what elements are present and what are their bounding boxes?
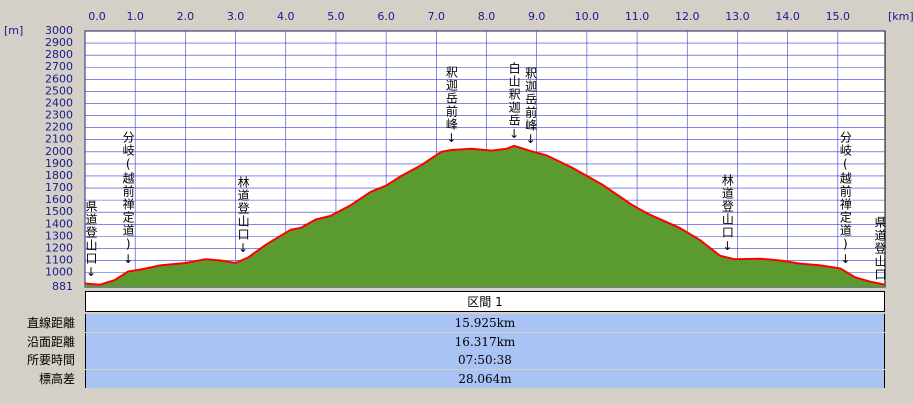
x-tick-label: 2.0: [177, 10, 195, 23]
row-value: 16.317km: [85, 332, 885, 351]
y-tick-label: 2300: [45, 109, 73, 122]
x-tick-label: 1.0: [126, 10, 144, 23]
y-tick-label: 2600: [45, 72, 73, 85]
y-tick-label: 2400: [45, 96, 73, 109]
y-tick-label: 2500: [45, 84, 73, 97]
annotation: 分岐(越前禅定道)↓: [121, 131, 136, 268]
x-unit: [km]: [888, 10, 914, 23]
y-tick-label: 1400: [45, 217, 73, 230]
y-tick-label: 2900: [45, 36, 73, 49]
row-label: 沿面距離: [26, 334, 75, 349]
row-value: 15.925km: [85, 314, 885, 332]
y-tick-label: 881: [52, 280, 73, 290]
annotation: 林道登山口↓: [236, 175, 251, 256]
y-tick-label: 1300: [45, 229, 73, 242]
annotation: 釈迦岳前峰↓: [523, 67, 538, 148]
annotation: 林道登山口↓: [720, 173, 735, 254]
chart: [m] [km] 881100011001200130014001500160017…: [4, 10, 914, 290]
x-tick-label: 6.0: [377, 10, 395, 23]
x-tick-label: 3.0: [227, 10, 245, 23]
annotation: 分岐(越前禅定道)↓: [838, 131, 853, 268]
x-tick-label: 4.0: [277, 10, 295, 23]
y-tick-label: 2200: [45, 121, 73, 134]
y-tick-label: 3000: [45, 24, 73, 37]
x-tick-label: 0.0: [88, 10, 106, 23]
annotation: 県道登山口↓: [84, 199, 98, 280]
x-tick-label: 5.0: [327, 10, 345, 23]
y-tick-label: 1500: [45, 205, 73, 218]
y-tick-label: 2000: [45, 145, 73, 158]
y-tick-label: 1900: [45, 157, 73, 170]
table-header: 区間 1: [85, 291, 885, 312]
y-tick-label: 1000: [45, 266, 73, 279]
x-tick-label: 13.0: [725, 10, 750, 23]
y-tick-label: 1200: [45, 241, 73, 254]
y-tick-label: 1800: [45, 169, 73, 182]
annotation: 県道登山口: [873, 215, 887, 281]
y-tick-label: 1700: [45, 181, 73, 194]
y-tick-label: 2700: [45, 60, 73, 73]
x-tick-label: 9.0: [528, 10, 546, 23]
annotation: 白山釈迦岳↓: [507, 61, 522, 142]
elevation-area: [85, 145, 885, 287]
y-tick-label: 1100: [45, 254, 73, 267]
row-value: 28.064m: [85, 369, 885, 388]
x-tick-label: 8.0: [478, 10, 496, 23]
row-label: 直線距離: [26, 316, 75, 330]
row-value: 07:50:38: [85, 351, 885, 369]
row-label: 標高差: [38, 371, 75, 386]
x-tick-label: 12.0: [675, 10, 700, 23]
x-tick-label: 15.0: [826, 10, 851, 23]
elevation-line: [84, 144, 886, 286]
x-tick-label: 7.0: [428, 10, 446, 23]
y-tick-label: 2100: [45, 133, 73, 146]
y-tick-label: 1600: [45, 193, 73, 206]
row-label: 所要時間: [26, 353, 75, 367]
y-unit: [m]: [4, 24, 23, 37]
y-tick-label: 2800: [45, 48, 73, 61]
x-tick-label: 14.0: [775, 10, 800, 23]
x-tick-label: 11.0: [625, 10, 650, 23]
annotation: 釈迦岳前峰↓: [444, 66, 459, 146]
x-tick-label: 10.0: [575, 10, 600, 23]
